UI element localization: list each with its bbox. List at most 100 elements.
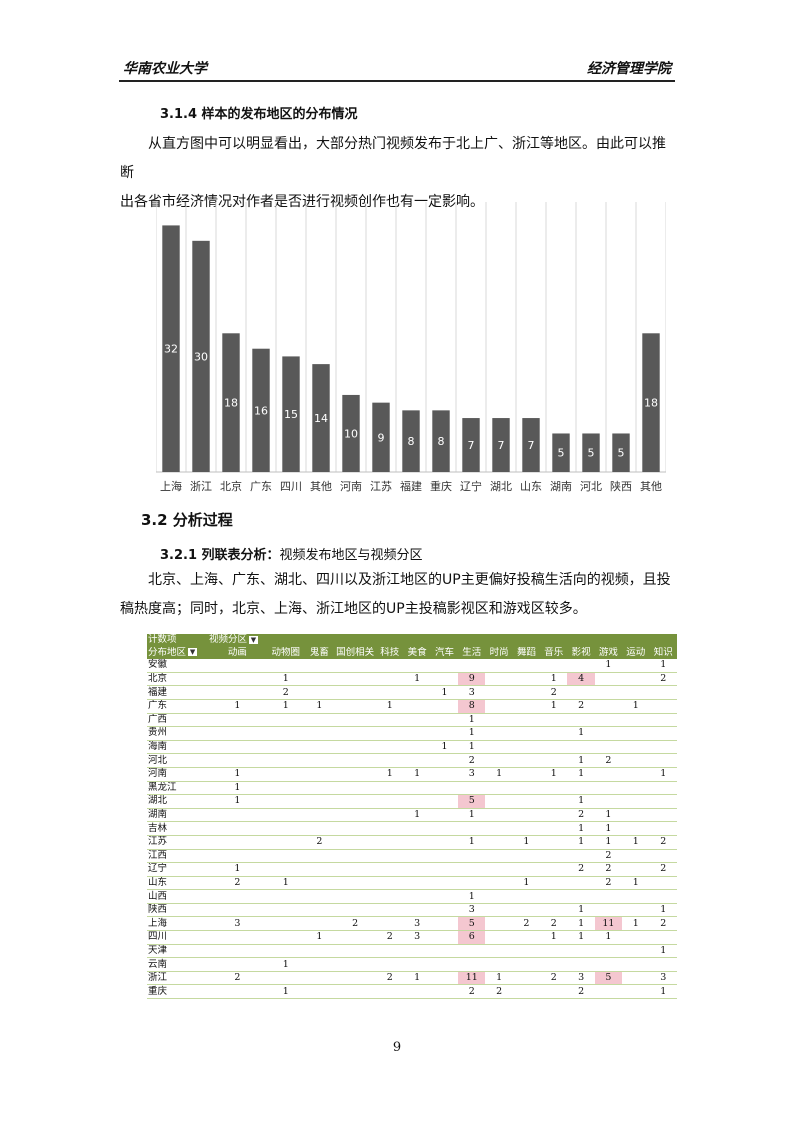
table-cell — [485, 849, 513, 864]
table-cell — [304, 794, 335, 809]
bar-data-label: 5 — [618, 447, 625, 460]
row-label: 北京 — [147, 672, 208, 687]
section-321-line1: 北京、上海、广东、湖北、四川以及浙江地区的UP主更偏好投稿生活向的视频，且投 — [148, 572, 671, 588]
table-cell — [512, 781, 541, 796]
table-cell — [485, 862, 513, 877]
table-cell — [207, 685, 267, 700]
table-cell — [540, 889, 568, 904]
pivot-column-header: 游戏 — [594, 646, 623, 660]
table-cell — [376, 916, 404, 932]
table-cell — [403, 659, 431, 673]
table-cell — [376, 876, 404, 891]
table-cell: 1 — [207, 862, 267, 877]
table-cell — [376, 957, 404, 972]
table-row: 海南 1 1 — [147, 740, 677, 755]
table-cell: 1 — [458, 740, 486, 755]
bar-data-label: 16 — [254, 404, 268, 417]
table-row: 吉林 1 1 — [147, 821, 677, 836]
table-cell — [304, 726, 335, 741]
x-tick-label: 湖南 — [550, 480, 572, 493]
row-label: 重庆 — [147, 984, 208, 1000]
table-cell — [376, 672, 404, 687]
table-cell — [540, 781, 568, 796]
table-cell — [334, 984, 377, 1000]
table-cell: 2 — [266, 685, 305, 700]
table-cell: 1 — [594, 808, 623, 823]
table-cell: 2 — [512, 916, 541, 932]
bar-data-label: 5 — [558, 447, 565, 460]
table-cell — [334, 685, 377, 700]
table-cell: 9 — [458, 672, 486, 687]
pivot-column-field[interactable]: 视频分区 ▼ — [207, 634, 677, 647]
table-cell — [376, 849, 404, 864]
bar-data-label: 5 — [588, 447, 595, 460]
table-cell — [430, 726, 459, 741]
table-cell — [567, 876, 595, 891]
pivot-column-header: 影视 — [567, 646, 595, 660]
table-cell — [403, 794, 431, 809]
table-cell — [430, 944, 459, 959]
column-filter-icon[interactable]: ▼ — [248, 635, 258, 644]
x-tick-label: 河北 — [580, 480, 602, 493]
table-cell — [622, 889, 650, 904]
table-cell — [512, 957, 541, 972]
table-cell — [334, 971, 377, 986]
table-cell — [485, 835, 513, 850]
table-row: 辽宁 1 2 2 2 — [147, 862, 677, 877]
table-row: 河北 2 1 2 — [147, 753, 677, 768]
table-cell — [622, 672, 650, 687]
pivot-column-header: 汽车 — [430, 646, 459, 660]
table-cell — [376, 984, 404, 1000]
table-cell: 5 — [458, 916, 486, 932]
row-label: 海南 — [147, 740, 208, 755]
table-row: 云南 1 — [147, 957, 677, 972]
pivot-column-header: 科技 — [376, 646, 404, 660]
section-314-line2: 出各省市经济情况对作者是否进行视频创作也有一定影响。 — [120, 194, 484, 210]
row-filter-icon[interactable]: ▼ — [188, 648, 198, 657]
table-cell — [430, 930, 459, 945]
table-cell — [622, 984, 650, 1000]
table-cell — [512, 889, 541, 904]
table-cell — [622, 753, 650, 768]
table-cell — [376, 944, 404, 959]
table-cell — [334, 808, 377, 823]
table-row: 北京 1 1 9 1 4 2 — [147, 672, 677, 687]
bar-data-label: 18 — [224, 397, 238, 410]
bar — [492, 418, 510, 472]
table-cell — [266, 821, 305, 836]
table-cell — [649, 781, 677, 796]
table-cell: 1 — [266, 672, 305, 687]
table-cell — [403, 903, 431, 918]
table-cell — [512, 808, 541, 823]
table-cell: 1 — [266, 957, 305, 972]
table-cell — [376, 862, 404, 877]
table-cell — [649, 957, 677, 972]
table-cell: 1 — [567, 794, 595, 809]
bar-data-label: 15 — [284, 408, 298, 421]
table-cell: 1 — [594, 930, 623, 945]
table-cell: 11 — [458, 971, 486, 986]
table-cell — [403, 849, 431, 864]
table-cell — [512, 659, 541, 673]
pivot-column-header: 时尚 — [485, 646, 513, 660]
table-cell — [304, 753, 335, 768]
row-label: 江苏 — [147, 835, 208, 850]
table-cell — [334, 659, 377, 673]
row-label: 辽宁 — [147, 862, 208, 877]
table-cell — [649, 808, 677, 823]
bar — [612, 433, 630, 472]
table-cell — [594, 713, 623, 728]
table-cell — [567, 659, 595, 673]
pivot-row-field[interactable]: 分布地区 ▼ — [147, 646, 208, 660]
table-cell — [376, 821, 404, 836]
table-cell — [622, 659, 650, 673]
table-cell — [512, 726, 541, 741]
bar — [402, 410, 420, 472]
table-cell — [594, 740, 623, 755]
table-cell — [540, 862, 568, 877]
table-row: 天津 1 — [147, 944, 677, 959]
table-cell: 1 — [430, 740, 459, 755]
table-cell: 1 — [403, 767, 431, 782]
bar-data-label: 8 — [408, 435, 415, 448]
table-cell — [649, 713, 677, 728]
